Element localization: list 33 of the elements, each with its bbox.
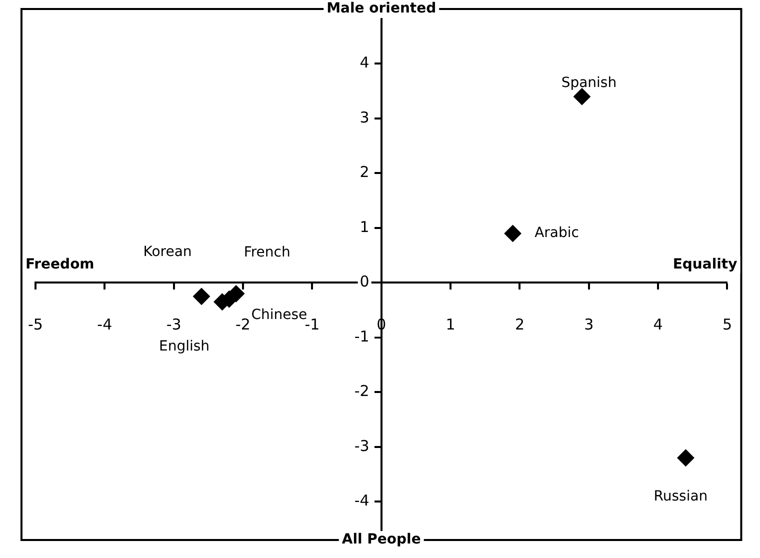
y-tick-label: 4 — [360, 54, 370, 72]
y-tick-label: 1 — [360, 218, 370, 236]
y-tick-label: -3 — [354, 436, 370, 455]
text: English — [158, 338, 210, 355]
point — [504, 224, 522, 242]
y-tick-label: -1 — [354, 327, 370, 346]
annotation: Freedom — [25, 256, 94, 272]
x-tick-label: -3 — [166, 316, 182, 334]
text: Russian — [654, 488, 708, 505]
x-tick-label: 2 — [514, 316, 524, 334]
annotation: Equality — [672, 256, 738, 272]
y-tick-label: -4 — [354, 492, 370, 510]
x-tick-label: 5 — [722, 316, 732, 334]
y-tick-label: 3 — [360, 108, 370, 126]
x-tick-label: -1 — [304, 316, 320, 334]
x-tick-label: -4 — [97, 316, 112, 334]
point — [193, 288, 210, 305]
point — [677, 449, 694, 466]
annotation: Male oriented — [326, 0, 436, 17]
x-tick-label: -2 — [236, 316, 250, 334]
x-tick-label: 3 — [584, 316, 594, 334]
series-label: Arabic — [534, 225, 579, 242]
series-label: French — [244, 244, 290, 260]
text: Korean — [143, 244, 192, 260]
y-tick-label: -2 — [354, 382, 370, 400]
series-label: Chinese — [251, 306, 308, 323]
y-tick-label: 0 — [360, 272, 370, 291]
x-tick-label: 1 — [446, 316, 456, 334]
annotation: All People — [342, 532, 421, 548]
x-tick-label: -5 — [28, 316, 43, 334]
series-label: Spanish — [561, 75, 617, 92]
x-tick-label: 4 — [653, 316, 663, 334]
y-tick-label: 2 — [360, 163, 370, 182]
